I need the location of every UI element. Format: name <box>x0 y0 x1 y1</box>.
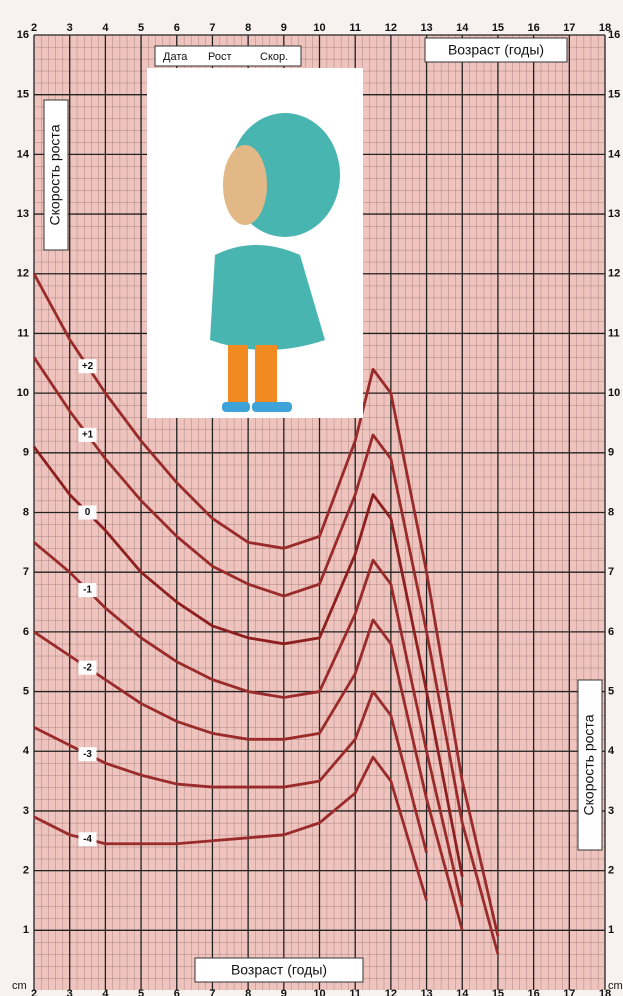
y-tick-label: 5 <box>608 685 614 697</box>
y-axis-title: Скорость роста <box>581 714 597 815</box>
x-tick-label: 11 <box>349 22 361 34</box>
y-tick-label: 13 <box>608 208 620 220</box>
x-tick-label: 13 <box>420 988 432 996</box>
x-tick-label: 5 <box>138 22 144 34</box>
x-tick-label: 9 <box>281 988 287 996</box>
y-tick-label: 7 <box>608 566 614 578</box>
chart: +2+10-1-2-3-4 22334455667788991010111112… <box>0 0 623 996</box>
x-axis-title: Возраст (годы) <box>448 42 544 58</box>
y-tick-label: 8 <box>608 506 614 518</box>
y-tick-label: 10 <box>17 387 29 399</box>
x-tick-label: 15 <box>492 22 504 34</box>
y-tick-label: 3 <box>608 805 614 817</box>
x-tick-label: 13 <box>420 22 432 34</box>
curve-label: +2 <box>82 361 94 372</box>
y-tick-label: 2 <box>608 865 614 877</box>
x-tick-label: 5 <box>138 988 144 996</box>
x-tick-label: 4 <box>102 22 109 34</box>
y-tick-label: 6 <box>608 626 614 638</box>
x-tick-label: 11 <box>349 988 361 996</box>
x-tick-label: 9 <box>281 22 287 34</box>
doll-photo <box>147 68 363 418</box>
y-tick-label: 9 <box>23 447 29 459</box>
x-tick-label: 15 <box>492 988 504 996</box>
y-tick-label: 5 <box>23 685 29 697</box>
y-tick-label: 12 <box>608 268 620 280</box>
x-tick-label: 14 <box>456 22 469 34</box>
x-tick-label: 16 <box>528 988 540 996</box>
table-header-cell: Дата <box>163 51 188 63</box>
y-tick-label: 7 <box>23 566 29 578</box>
unit-label: cm <box>608 980 623 992</box>
y-tick-label: 4 <box>23 745 30 757</box>
y-tick-label: 3 <box>23 805 29 817</box>
y-tick-label: 14 <box>17 148 30 160</box>
y-tick-label: 11 <box>17 327 29 339</box>
y-tick-label: 11 <box>608 327 620 339</box>
curve-label: -1 <box>83 585 92 596</box>
x-tick-label: 4 <box>102 988 109 996</box>
y-tick-label: 16 <box>608 29 620 41</box>
table-header-cell: Рост <box>208 51 232 63</box>
x-tick-label: 3 <box>67 988 73 996</box>
x-tick-label: 10 <box>313 988 325 996</box>
y-tick-label: 6 <box>23 626 29 638</box>
x-tick-label: 2 <box>31 22 37 34</box>
unit-label: cm <box>12 980 27 992</box>
x-tick-label: 17 <box>563 988 575 996</box>
y-tick-label: 13 <box>17 208 29 220</box>
y-tick-label: 2 <box>23 865 29 877</box>
table-header: Дата Рост Скор. <box>155 46 301 66</box>
y-tick-label: 8 <box>23 506 29 518</box>
x-tick-label: 8 <box>245 22 251 34</box>
y-tick-label: 1 <box>608 924 614 936</box>
curve-label: +1 <box>82 430 94 441</box>
x-tick-label: 8 <box>245 988 251 996</box>
x-tick-label: 6 <box>174 988 180 996</box>
y-axis-title: Скорость роста <box>47 124 63 225</box>
y-tick-label: 12 <box>17 268 29 280</box>
x-tick-label: 2 <box>31 988 37 996</box>
x-tick-label: 7 <box>209 988 215 996</box>
y-tick-label: 10 <box>608 387 620 399</box>
x-tick-label: 12 <box>385 22 397 34</box>
x-tick-label: 10 <box>313 22 325 34</box>
y-tick-label: 14 <box>608 148 621 160</box>
curve-label: 0 <box>85 507 91 518</box>
x-tick-label: 17 <box>563 22 575 34</box>
curve-label: -2 <box>83 662 92 673</box>
y-tick-label: 16 <box>17 29 29 41</box>
x-tick-label: 14 <box>456 988 469 996</box>
x-tick-label: 6 <box>174 22 180 34</box>
x-tick-label: 16 <box>528 22 540 34</box>
x-tick-label: 7 <box>209 22 215 34</box>
curve-label: -4 <box>83 834 92 845</box>
curve-label: -3 <box>83 749 92 760</box>
y-tick-label: 9 <box>608 447 614 459</box>
y-tick-label: 4 <box>608 745 615 757</box>
x-tick-label: 3 <box>67 22 73 34</box>
y-tick-label: 15 <box>17 89 29 101</box>
x-tick-label: 12 <box>385 988 397 996</box>
x-axis-title: Возраст (годы) <box>231 962 327 978</box>
table-header-cell: Скор. <box>260 51 288 63</box>
y-tick-label: 15 <box>608 89 620 101</box>
y-tick-label: 1 <box>23 924 29 936</box>
